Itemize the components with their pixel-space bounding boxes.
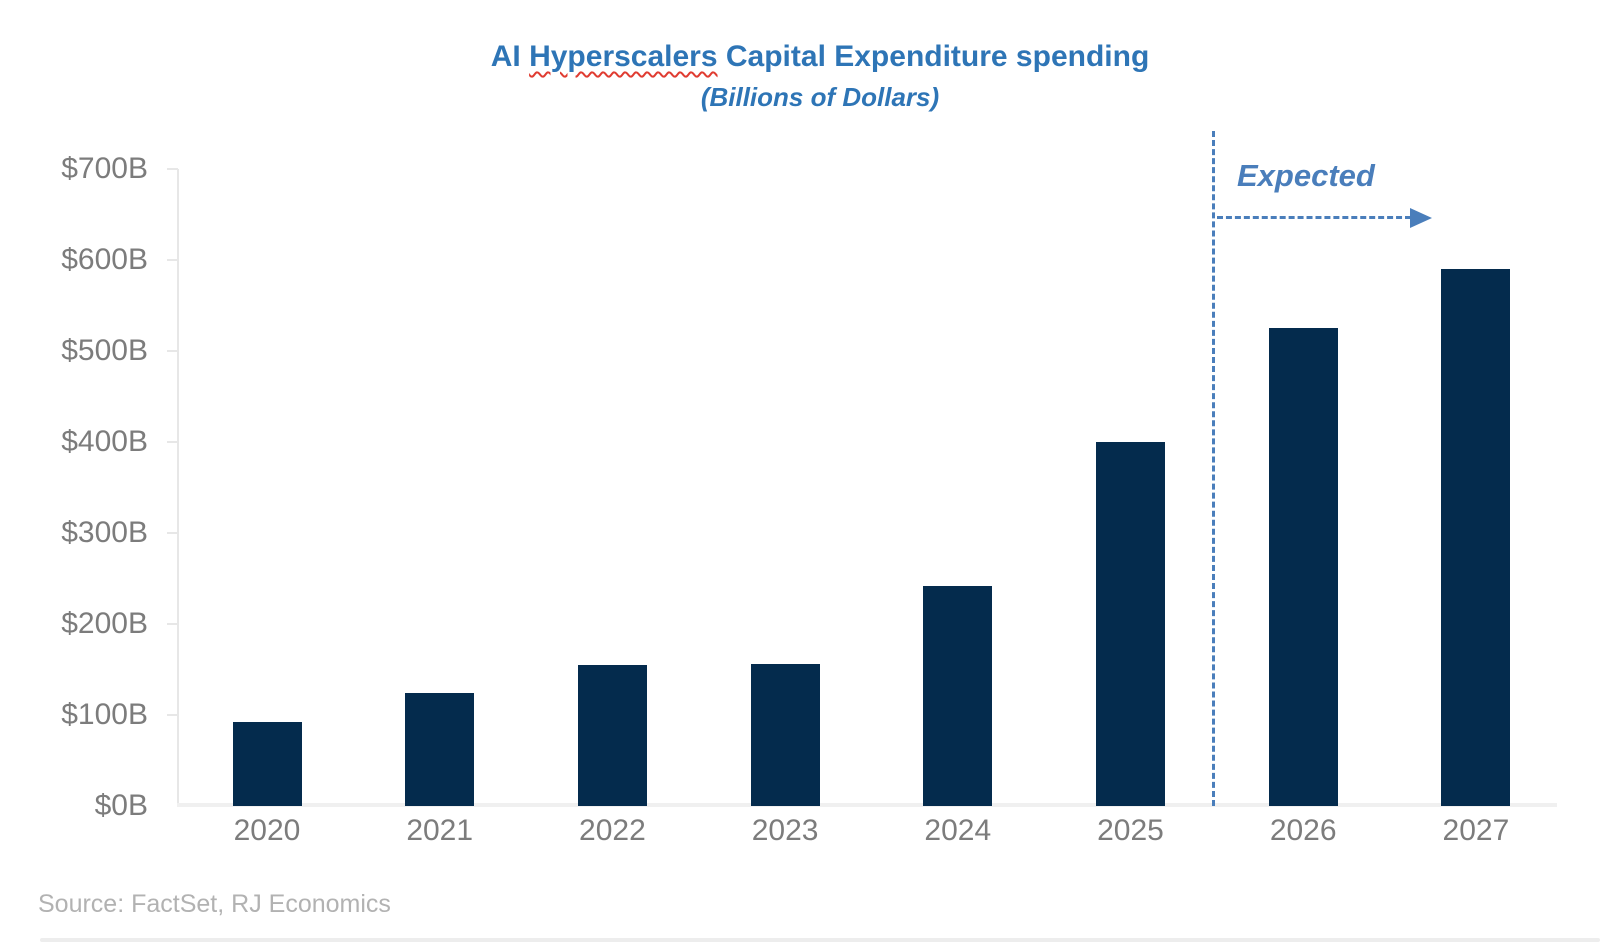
y-axis-tick [167, 714, 178, 716]
chart-subtitle: (Billions of Dollars) [700, 82, 940, 112]
expected-arrow-line [1217, 216, 1411, 219]
expected-arrow-head-icon [1410, 208, 1432, 228]
source-note: Source: FactSet, RJ Economics [38, 890, 391, 918]
bar-2027 [1441, 269, 1511, 806]
x-axis-label: 2021 [406, 814, 474, 847]
y-axis-tick [167, 623, 178, 625]
bar-2021 [405, 693, 475, 806]
bar-2023 [750, 664, 820, 806]
y-axis-tick [167, 259, 178, 261]
y-axis-label: $0B [94, 789, 148, 822]
y-axis-tick [167, 441, 178, 443]
y-axis-label: $600B [61, 243, 148, 276]
bar-2026 [1268, 328, 1338, 806]
y-axis-label: $700B [61, 152, 148, 185]
y-axis-label: $200B [61, 607, 148, 640]
bottom-divider [40, 938, 1600, 942]
y-axis-label: $100B [61, 698, 148, 731]
expected-divider-line [1212, 131, 1215, 806]
x-axis-label: 2022 [579, 814, 646, 847]
bar-2025 [1096, 442, 1165, 806]
chart-title-misspelled-word: Hyperscalers [529, 40, 718, 73]
chart-title-suffix: Capital Expenditure spending [717, 40, 1150, 73]
y-axis-label: $300B [61, 516, 148, 549]
y-axis-label: $400B [61, 425, 148, 458]
x-axis-label: 2025 [1097, 814, 1164, 847]
y-axis-tick [167, 168, 178, 170]
y-axis-tick [167, 350, 178, 352]
y-axis-label: $500B [61, 334, 148, 367]
chart-title-prefix: AI [490, 40, 530, 73]
bar-2022 [577, 664, 647, 806]
expected-label: Expected [1237, 158, 1375, 193]
y-axis-tick [167, 532, 178, 534]
chart-title: AI Hyperscalers Capital Expenditure spen… [20, 40, 1618, 74]
x-axis-label: 2024 [924, 814, 992, 847]
bar-2020 [232, 722, 302, 806]
x-axis-baseline [177, 803, 1557, 807]
x-axis-label: 2027 [1442, 814, 1510, 847]
y-axis-line [177, 169, 179, 806]
x-axis-label: 2023 [751, 814, 819, 847]
x-axis-label: 2026 [1269, 814, 1337, 847]
bar-2024 [923, 585, 993, 806]
x-axis-label: 2020 [233, 814, 301, 847]
